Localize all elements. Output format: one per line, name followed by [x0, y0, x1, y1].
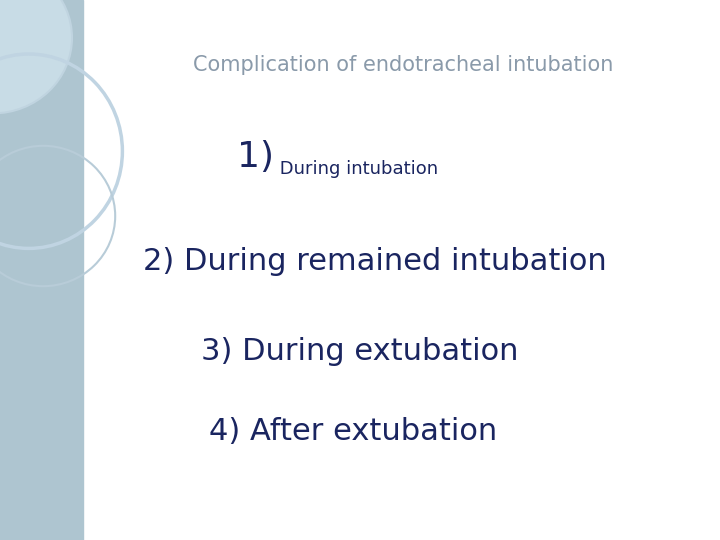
Ellipse shape — [0, 0, 72, 113]
Text: 3) During extubation: 3) During extubation — [202, 336, 518, 366]
Text: 1): 1) — [237, 140, 274, 174]
Bar — [0, 0, 83, 540]
Text: During intubation: During intubation — [274, 160, 438, 178]
Text: Complication of endotracheal intubation: Complication of endotracheal intubation — [193, 55, 613, 75]
Text: 4) After extubation: 4) After extubation — [209, 417, 497, 447]
Text: 2) During remained intubation: 2) During remained intubation — [143, 247, 606, 276]
